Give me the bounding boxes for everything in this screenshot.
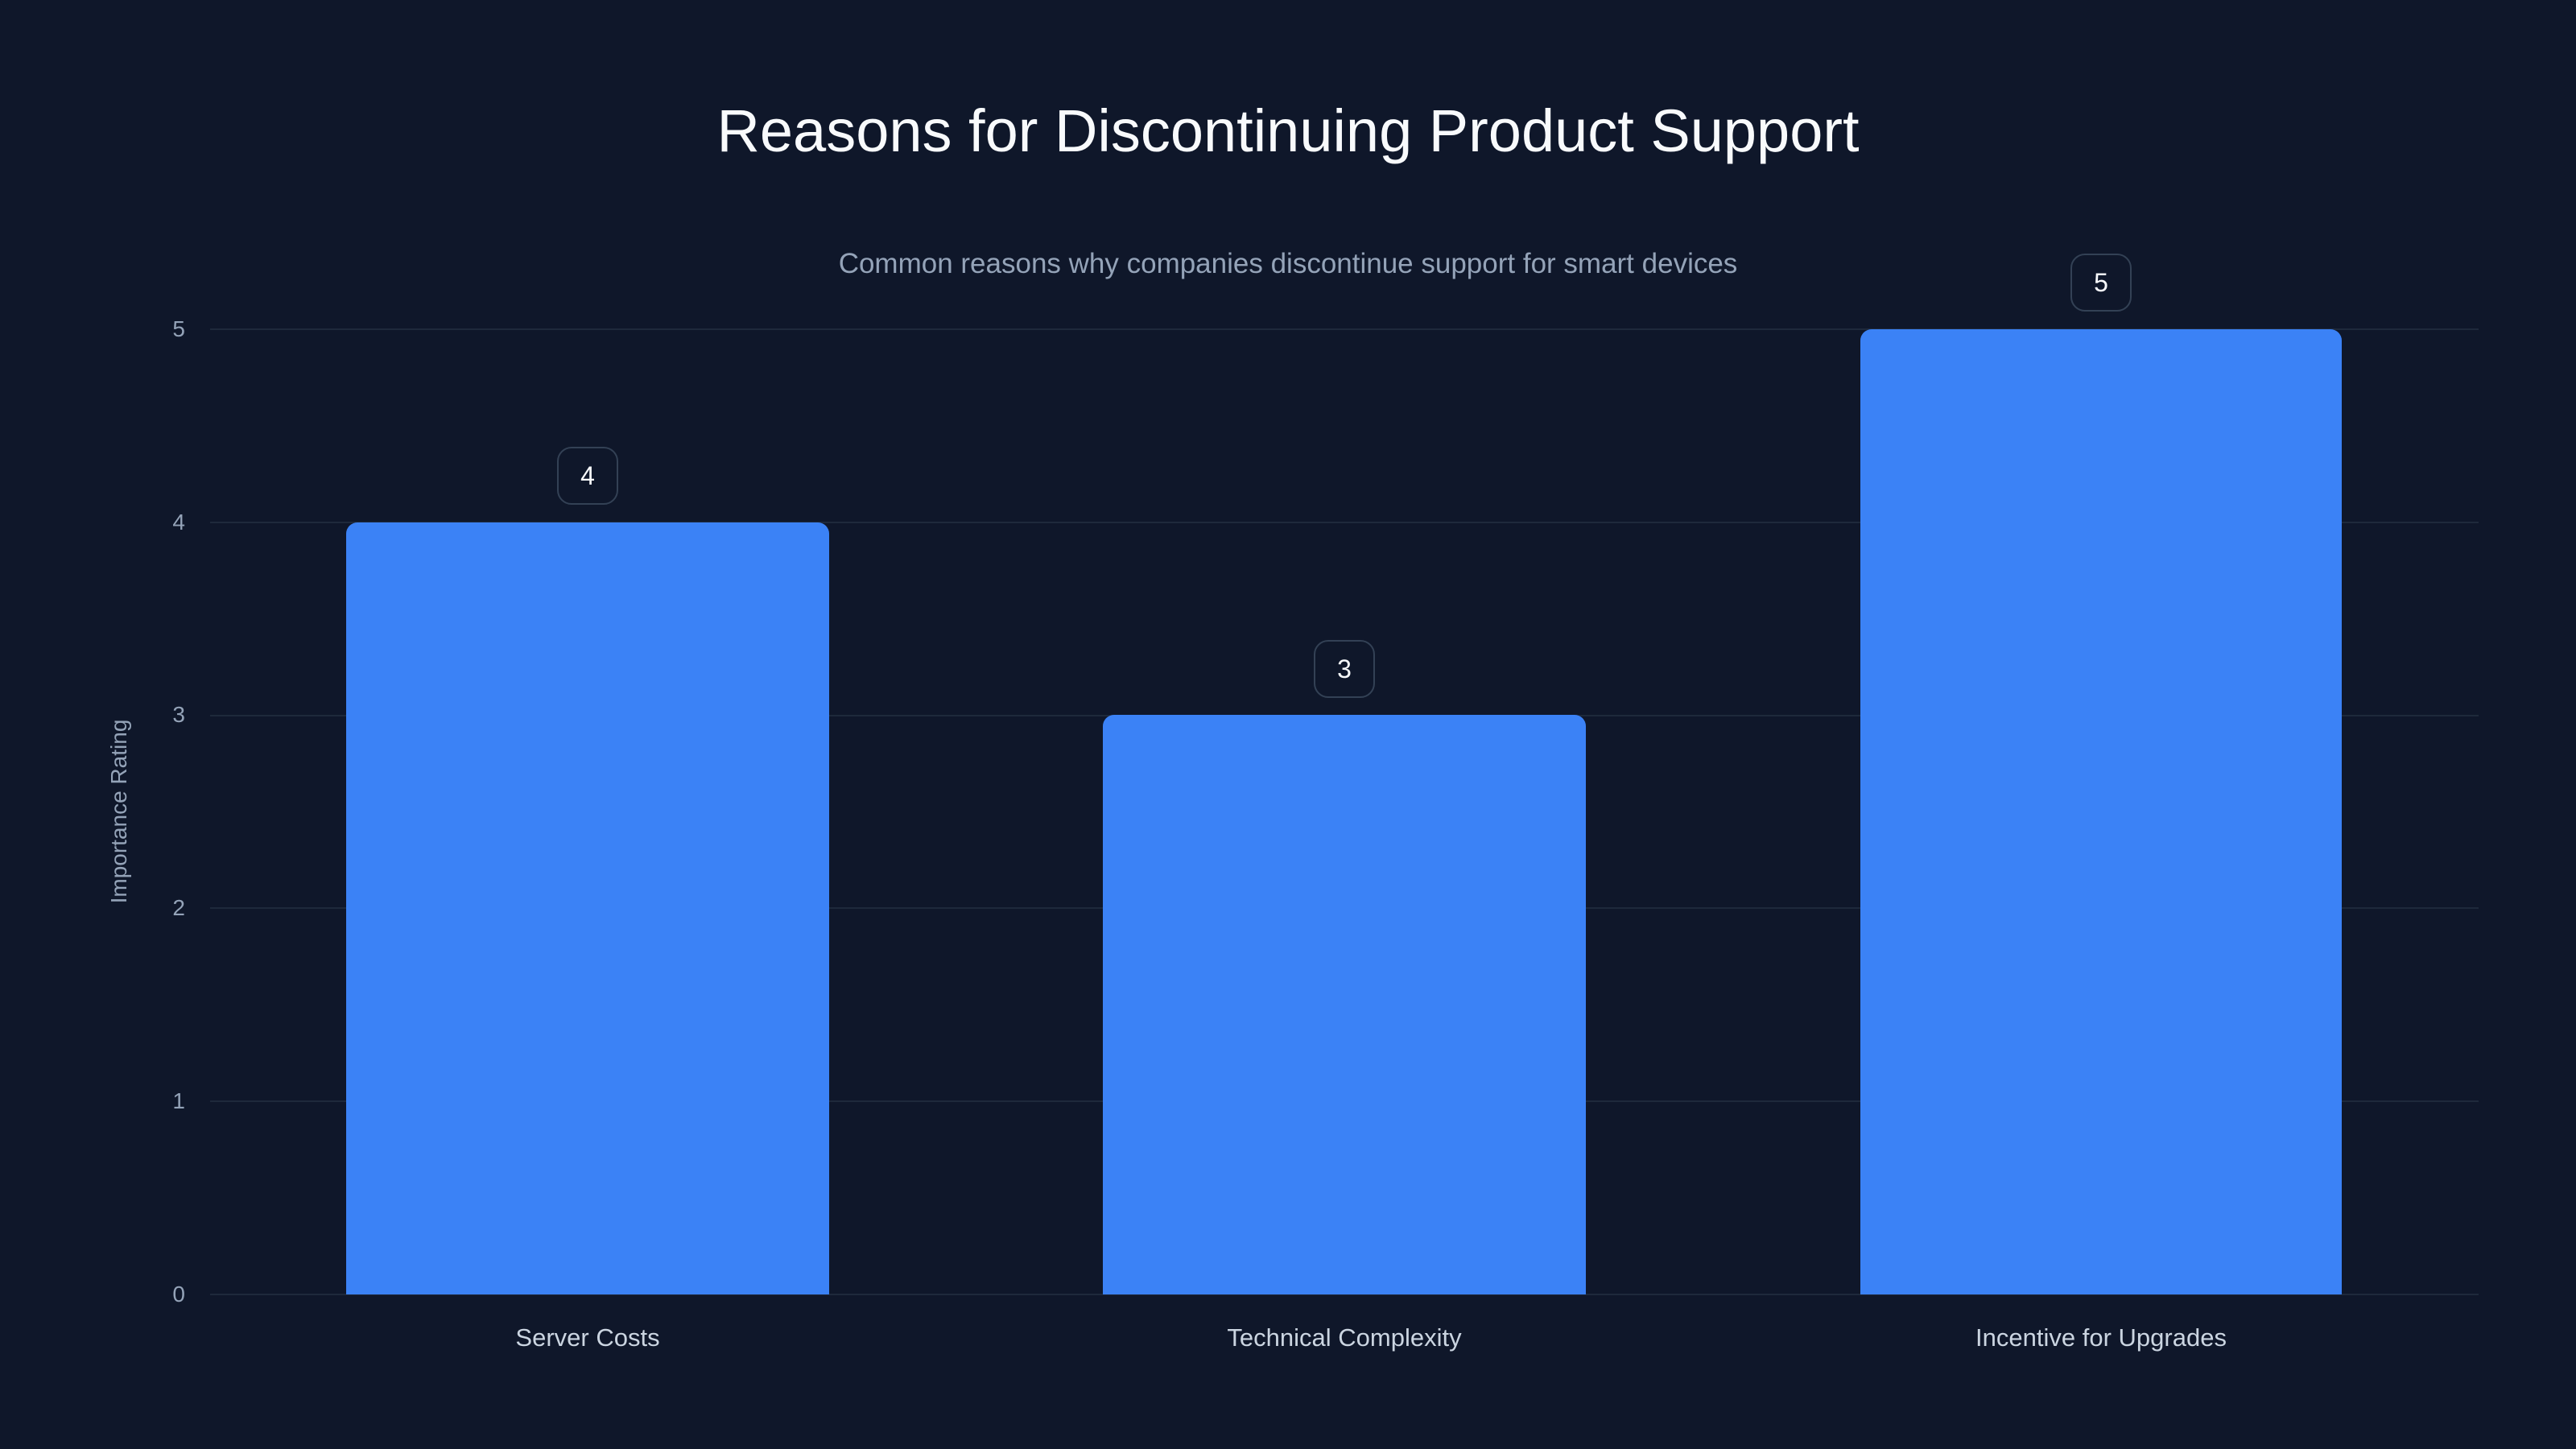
- y-tick: 5: [172, 316, 185, 341]
- bar-server-costs[interactable]: [346, 522, 829, 1294]
- y-axis-label: Importance Rating: [106, 719, 131, 904]
- y-tick: 1: [172, 1088, 185, 1113]
- x-axis-baseline: [210, 1294, 2479, 1295]
- data-label: 5: [2070, 254, 2132, 312]
- y-tick: 4: [172, 510, 185, 535]
- y-tick: 2: [172, 895, 185, 920]
- bar-technical-complexity[interactable]: [1103, 715, 1586, 1294]
- chart-subtitle: Common reasons why companies discontinue…: [838, 248, 1738, 279]
- x-tick-label: Server Costs: [515, 1323, 660, 1352]
- data-label: 3: [1314, 640, 1375, 698]
- y-tick: 0: [172, 1282, 185, 1307]
- plot-area: 4 3 5: [210, 254, 2479, 1295]
- data-label: 4: [557, 447, 618, 505]
- gridline: [210, 328, 2479, 330]
- x-tick-label: Technical Complexity: [1227, 1323, 1462, 1352]
- chart-title: Reasons for Discontinuing Product Suppor…: [716, 97, 1860, 164]
- gridline: [210, 522, 2479, 523]
- x-tick-label: Incentive for Upgrades: [1975, 1323, 2227, 1352]
- y-tick: 3: [172, 702, 185, 727]
- bar-incentive-for-upgrades[interactable]: [1860, 329, 2342, 1294]
